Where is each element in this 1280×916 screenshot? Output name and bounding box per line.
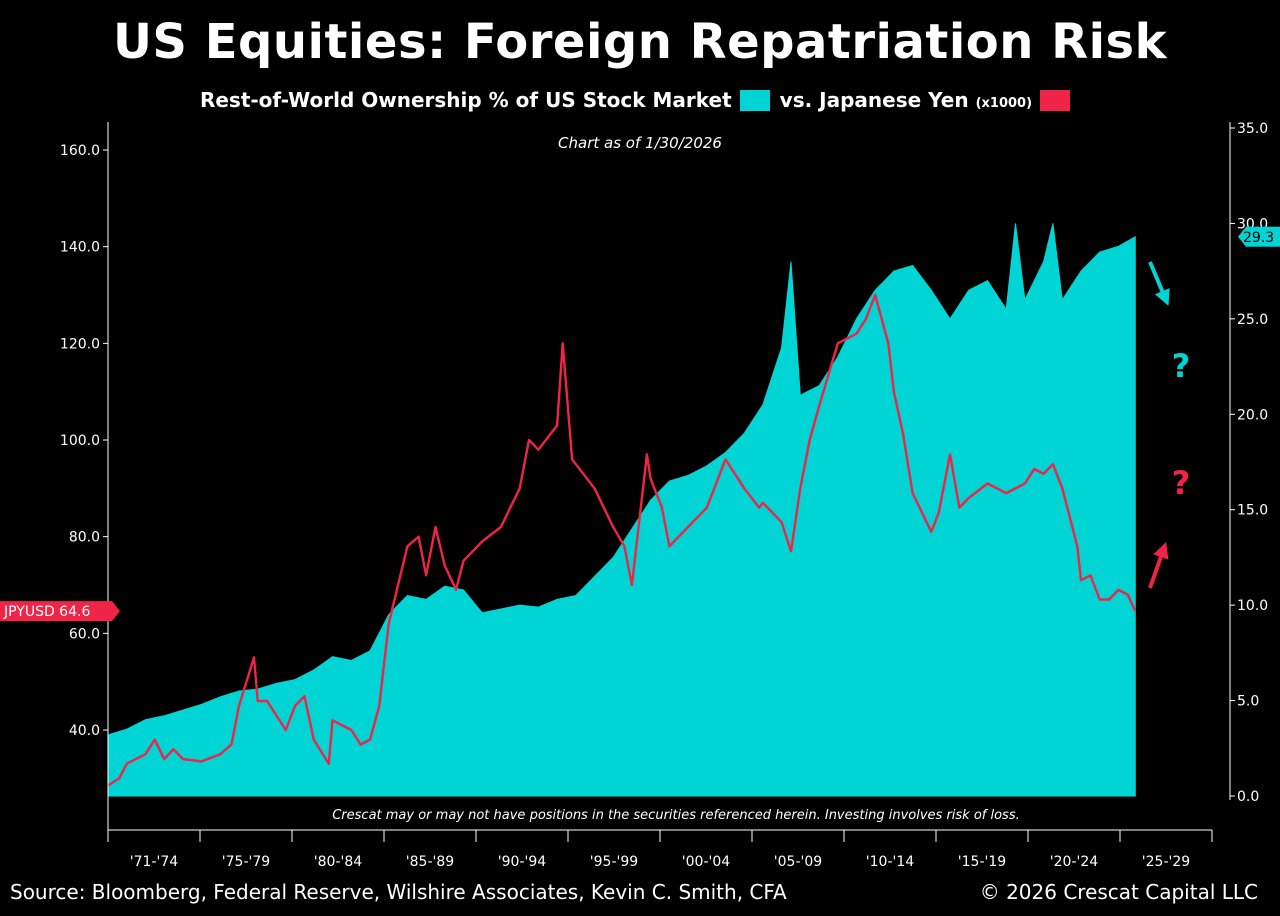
down-right-arrow-icon — [1148, 261, 1170, 306]
right-tick-label: 35.0 — [1237, 121, 1268, 137]
series1-legend-label: Rest-of-World Ownership % of US Stock Ma… — [199, 88, 732, 112]
x-tick-label: '90-'94 — [498, 854, 546, 870]
series2-legend-swatch — [1040, 90, 1071, 111]
x-tick-label: '75-'79 — [222, 854, 270, 870]
series2-legend-suffix: (x1000) — [975, 96, 1033, 111]
right-tick-label: 10.0 — [1237, 598, 1268, 614]
ownership-last-value-badge — [1238, 226, 1280, 247]
left-tick-label: 40.0 — [69, 723, 100, 739]
right-tick-label: 0.0 — [1237, 789, 1259, 805]
right-tick-label: 15.0 — [1237, 503, 1268, 519]
x-tick-label: '85-'89 — [406, 854, 454, 870]
ownership-last-value-label: 29.3 — [1243, 230, 1274, 246]
copyright-note: © 2026 Crescat Capital LLC — [979, 880, 1258, 904]
x-tick-label: '25-'29 — [1142, 854, 1190, 870]
x-tick-label: '10-'14 — [866, 854, 914, 870]
x-tick-label: '00-'04 — [682, 854, 730, 870]
left-tick-label: 120.0 — [60, 336, 100, 352]
source-note: Source: Bloomberg, Federal Reserve, Wils… — [10, 880, 787, 904]
left-tick-label: 160.0 — [60, 143, 100, 159]
x-tick-label: '05-'09 — [774, 854, 822, 870]
x-tick-label: '80-'84 — [314, 854, 362, 870]
ownership-area-series — [107, 223, 1136, 797]
left-tick-label: 100.0 — [60, 433, 100, 449]
series2-legend-label: vs. Japanese Yen — [779, 88, 969, 112]
x-tick-label: '20-'24 — [1050, 854, 1098, 870]
right-tick-label: 20.0 — [1237, 407, 1268, 423]
x-tick-label: '71-'74 — [130, 854, 178, 870]
disclaimer-text: Crescat may or may not have positions in… — [332, 808, 1020, 823]
x-tick-label: '95-'99 — [590, 854, 638, 870]
up-right-arrow-icon — [1148, 541, 1169, 589]
series1-legend-swatch — [739, 90, 770, 111]
cyan-question-mark: ? — [1172, 347, 1191, 385]
chart-subtitle: Rest-of-World Ownership % of US Stock Ma… — [0, 88, 1280, 112]
jpy-last-value-label: JPYUSD 64.6 — [3, 604, 90, 620]
jpy-last-value-badge — [0, 601, 120, 622]
yen-line-series — [107, 293, 1137, 787]
left-tick-label: 140.0 — [60, 240, 100, 256]
right-tick-label: 25.0 — [1237, 312, 1268, 328]
chart-as-of-date: Chart as of 1/30/2026 — [558, 134, 722, 152]
right-tick-label: 5.0 — [1237, 694, 1259, 710]
x-tick-label: '15-'19 — [958, 854, 1006, 870]
red-question-mark: ? — [1172, 464, 1191, 502]
left-tick-label: 80.0 — [69, 530, 100, 546]
chart-title: US Equities: Foreign Repatriation Risk — [112, 14, 1168, 70]
left-tick-label: 60.0 — [69, 626, 100, 642]
